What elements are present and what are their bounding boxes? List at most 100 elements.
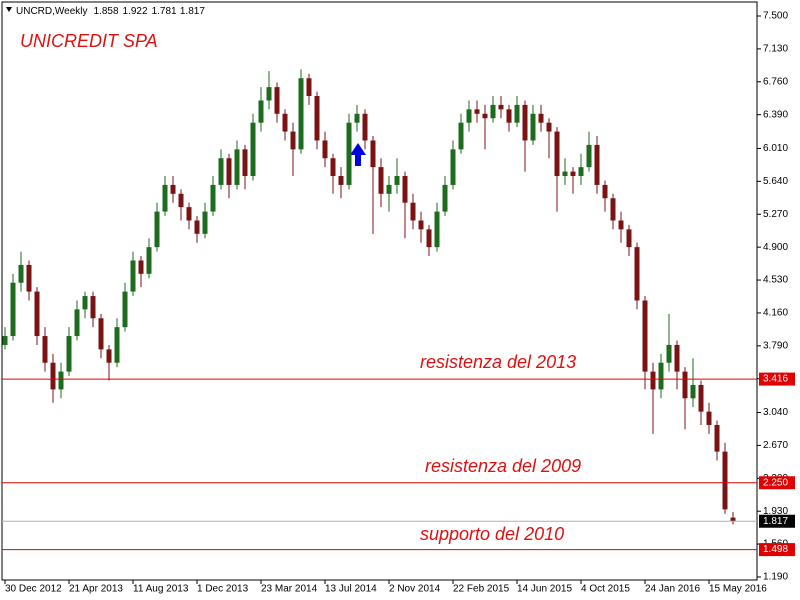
- x-tick-label: 21 Apr 2013: [69, 584, 123, 595]
- candle-body: [618, 220, 624, 230]
- chart-title: UNICREDIT SPA: [20, 31, 158, 51]
- close: 1.817: [180, 6, 205, 17]
- low: 1.781: [152, 6, 177, 17]
- y-tick-label: 4.530: [763, 275, 788, 286]
- candle-body: [554, 131, 560, 177]
- high: 1.922: [123, 6, 148, 17]
- candle-body: [170, 184, 176, 194]
- annotation: resistenza del 2009: [425, 456, 581, 476]
- candle-body: [114, 327, 120, 363]
- y-tick-label: 4.160: [763, 308, 788, 319]
- y-tick-label: 4.900: [763, 242, 788, 253]
- x-tick-label: 4 Oct 2015: [581, 584, 630, 595]
- candle-body: [482, 113, 488, 119]
- candle-body: [578, 167, 584, 177]
- candle-body: [722, 451, 728, 510]
- candle-body: [538, 113, 544, 123]
- candle-body: [154, 211, 160, 248]
- open: 1.858: [94, 6, 119, 17]
- candle-body: [346, 122, 352, 185]
- annotation: supporto del 2010: [420, 524, 564, 544]
- x-tick-label: 1 Dec 2013: [197, 584, 249, 595]
- candle-body: [594, 144, 600, 185]
- candle-body: [90, 296, 96, 319]
- x-tick-label: 14 Jun 2015: [517, 584, 572, 595]
- candle-body: [314, 96, 320, 141]
- candle-body: [290, 131, 296, 150]
- candle-body: [370, 140, 376, 168]
- candle-body: [242, 149, 248, 177]
- candle-body: [458, 122, 464, 150]
- candle-body: [658, 362, 664, 390]
- candle-body: [186, 207, 192, 221]
- level-label: 2.250: [763, 477, 788, 488]
- level-tag: [759, 476, 795, 490]
- y-tick-label: 3.040: [763, 407, 788, 418]
- y-tick-label: 1.930: [763, 506, 788, 517]
- candle-body: [442, 184, 448, 212]
- level-tag: [759, 514, 795, 528]
- level-label: 1.817: [763, 516, 788, 527]
- y-tick-label: 6.010: [763, 143, 788, 154]
- candle-body: [2, 336, 8, 345]
- candle-body: [626, 229, 632, 248]
- candle-body: [498, 104, 504, 110]
- y-tick-label: 6.760: [763, 76, 788, 87]
- candle-body: [130, 260, 136, 292]
- candle-body: [450, 149, 456, 185]
- candle-body: [698, 384, 704, 412]
- candle-body: [58, 371, 64, 390]
- x-tick-label: 15 May 2016: [709, 584, 767, 595]
- candle-body: [74, 309, 80, 337]
- candle-body: [650, 371, 656, 390]
- candle-body: [434, 211, 440, 248]
- level-tag: [759, 372, 795, 386]
- candle-body: [506, 109, 512, 123]
- candle-body: [706, 411, 712, 425]
- candle-body: [82, 296, 88, 310]
- candle-body: [322, 140, 328, 159]
- candle-body: [474, 109, 480, 114]
- candle-body: [642, 300, 648, 372]
- x-tick-label: 13 Jul 2014: [325, 584, 377, 595]
- x-tick-label: 22 Feb 2015: [453, 584, 510, 595]
- level-label: 1.498: [763, 544, 788, 555]
- candle-body: [586, 144, 592, 168]
- x-tick-label: 24 Jan 2016: [645, 584, 700, 595]
- candle-body: [138, 260, 144, 274]
- candle-body: [610, 198, 616, 221]
- y-tick-label: 3.790: [763, 340, 788, 351]
- candle-body: [602, 184, 608, 199]
- candle-body: [466, 109, 472, 123]
- candle-body: [530, 113, 536, 141]
- candle-body: [674, 344, 680, 372]
- y-tick-label: 5.270: [763, 209, 788, 220]
- candle-body: [106, 349, 112, 363]
- x-tick-label: 30 Dec 2012: [5, 584, 62, 595]
- y-tick-label: 2.670: [763, 440, 788, 451]
- level-label: 3.416: [763, 374, 788, 385]
- candle-body: [98, 318, 104, 350]
- candle-body: [730, 517, 736, 522]
- candle-body: [42, 336, 48, 363]
- annotation: resistenza del 2013: [420, 352, 576, 372]
- arrow-marker: [350, 143, 366, 166]
- symbol: UNCRD,Weekly: [16, 6, 88, 17]
- candle-body: [410, 202, 416, 221]
- candle-body: [50, 362, 56, 390]
- x-tick-label: 11 Aug 2013: [133, 584, 189, 595]
- candle-body: [306, 78, 312, 97]
- candle-body: [26, 264, 32, 292]
- candle-body: [682, 371, 688, 399]
- candle-body: [418, 220, 424, 230]
- candle-body: [714, 424, 720, 452]
- candle-body: [234, 149, 240, 185]
- candle-body: [546, 122, 552, 132]
- y-tick-label: 6.390: [763, 109, 788, 120]
- candle-body: [522, 104, 528, 141]
- candle-body: [402, 176, 408, 203]
- candle-body: [354, 113, 360, 123]
- level-tag: [759, 543, 795, 557]
